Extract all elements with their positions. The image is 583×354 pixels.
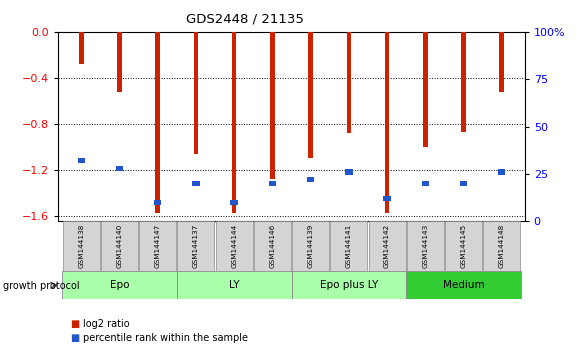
Bar (292, 272, 406, 298)
Text: GSM144144: GSM144144 (231, 224, 237, 268)
Bar (460, 181, 467, 186)
Bar (117, 32, 122, 92)
Bar (500, 32, 504, 92)
Bar (368, 221, 406, 271)
Text: GSM144147: GSM144147 (154, 224, 161, 268)
Bar (422, 181, 429, 186)
Bar (498, 170, 505, 175)
Bar (177, 272, 292, 298)
Bar (461, 32, 466, 132)
Text: GSM144139: GSM144139 (308, 224, 314, 268)
Bar (154, 200, 161, 205)
Bar (232, 32, 237, 213)
Text: GSM144145: GSM144145 (461, 224, 466, 268)
Text: percentile rank within the sample: percentile rank within the sample (83, 333, 248, 343)
Bar (194, 32, 198, 154)
Bar (78, 158, 85, 163)
Bar (445, 221, 482, 271)
Bar (101, 221, 138, 271)
Bar (139, 221, 176, 271)
Bar (331, 221, 367, 271)
Text: Epo: Epo (110, 280, 129, 290)
Text: GSM144141: GSM144141 (346, 224, 352, 268)
Bar (230, 200, 238, 205)
Text: GSM144142: GSM144142 (384, 224, 390, 268)
Text: GDS2448 / 21135: GDS2448 / 21135 (186, 12, 304, 25)
Bar (62, 272, 177, 298)
Text: GSM144137: GSM144137 (193, 224, 199, 268)
Bar (384, 196, 391, 201)
Bar (177, 221, 215, 271)
Text: ■: ■ (70, 319, 79, 329)
Text: GSM144138: GSM144138 (78, 224, 84, 268)
Bar (406, 272, 521, 298)
Bar (63, 221, 100, 271)
Bar (308, 32, 313, 158)
Text: GSM144146: GSM144146 (269, 224, 275, 268)
Bar (116, 166, 123, 171)
Bar (423, 32, 427, 147)
Text: growth protocol: growth protocol (3, 281, 79, 291)
Text: log2 ratio: log2 ratio (83, 319, 129, 329)
Bar (216, 221, 252, 271)
Bar (254, 221, 291, 271)
Bar (79, 32, 83, 64)
Text: ■: ■ (70, 333, 79, 343)
Text: LY: LY (229, 280, 240, 290)
Bar (483, 221, 520, 271)
Text: Medium: Medium (442, 280, 484, 290)
Bar (292, 221, 329, 271)
Bar (269, 181, 276, 186)
Text: GSM144143: GSM144143 (422, 224, 429, 268)
Text: Epo plus LY: Epo plus LY (319, 280, 378, 290)
Text: GSM144140: GSM144140 (117, 224, 122, 268)
Bar (345, 170, 353, 175)
Bar (307, 177, 314, 182)
Bar (270, 32, 275, 179)
Bar (346, 32, 351, 133)
Bar (192, 181, 199, 186)
Bar (407, 221, 444, 271)
Bar (156, 32, 160, 213)
Bar (385, 32, 389, 213)
Text: GSM144148: GSM144148 (499, 224, 505, 268)
